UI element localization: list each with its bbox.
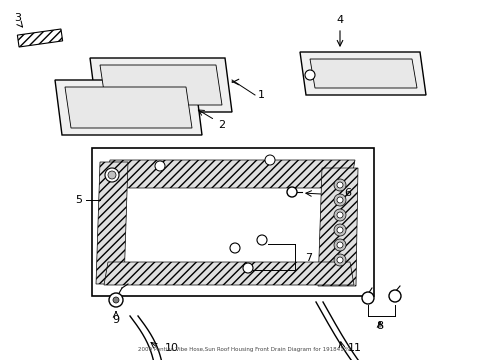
Circle shape <box>333 179 346 191</box>
Circle shape <box>336 212 342 218</box>
Text: 1: 1 <box>258 90 264 100</box>
Polygon shape <box>65 87 192 128</box>
Polygon shape <box>309 59 416 88</box>
Text: 4: 4 <box>336 15 343 25</box>
Circle shape <box>105 168 119 182</box>
Circle shape <box>333 254 346 266</box>
Text: 10: 10 <box>164 343 179 353</box>
Polygon shape <box>55 80 202 135</box>
Circle shape <box>113 297 119 303</box>
Text: 2: 2 <box>218 120 224 130</box>
Polygon shape <box>105 160 354 188</box>
Text: 7: 7 <box>305 253 311 263</box>
Text: 3: 3 <box>14 13 21 23</box>
Polygon shape <box>104 262 353 285</box>
Text: 6: 6 <box>343 188 350 198</box>
Polygon shape <box>92 148 373 296</box>
Text: 2009 Pontiac Vibe Hose,Sun Roof Housing Front Drain Diagram for 19184139: 2009 Pontiac Vibe Hose,Sun Roof Housing … <box>138 347 349 352</box>
Polygon shape <box>96 162 128 284</box>
Circle shape <box>336 197 342 203</box>
Polygon shape <box>100 65 222 105</box>
Circle shape <box>361 292 373 304</box>
Polygon shape <box>317 168 357 286</box>
Circle shape <box>243 263 252 273</box>
Polygon shape <box>18 29 62 47</box>
Circle shape <box>336 227 342 233</box>
Circle shape <box>333 194 346 206</box>
Text: 5: 5 <box>75 195 82 205</box>
Text: 8: 8 <box>376 321 383 331</box>
Circle shape <box>336 182 342 188</box>
Circle shape <box>333 209 346 221</box>
Circle shape <box>336 242 342 248</box>
Circle shape <box>264 155 274 165</box>
Polygon shape <box>90 58 231 112</box>
Circle shape <box>155 161 164 171</box>
Circle shape <box>257 235 266 245</box>
Circle shape <box>305 70 314 80</box>
Circle shape <box>333 239 346 251</box>
Circle shape <box>229 243 240 253</box>
Polygon shape <box>299 52 425 95</box>
Circle shape <box>388 290 400 302</box>
Text: 11: 11 <box>347 343 361 353</box>
Circle shape <box>333 224 346 236</box>
Circle shape <box>286 187 296 197</box>
Circle shape <box>336 257 342 263</box>
Text: 9: 9 <box>112 315 120 325</box>
Circle shape <box>108 171 116 179</box>
Circle shape <box>109 293 123 307</box>
